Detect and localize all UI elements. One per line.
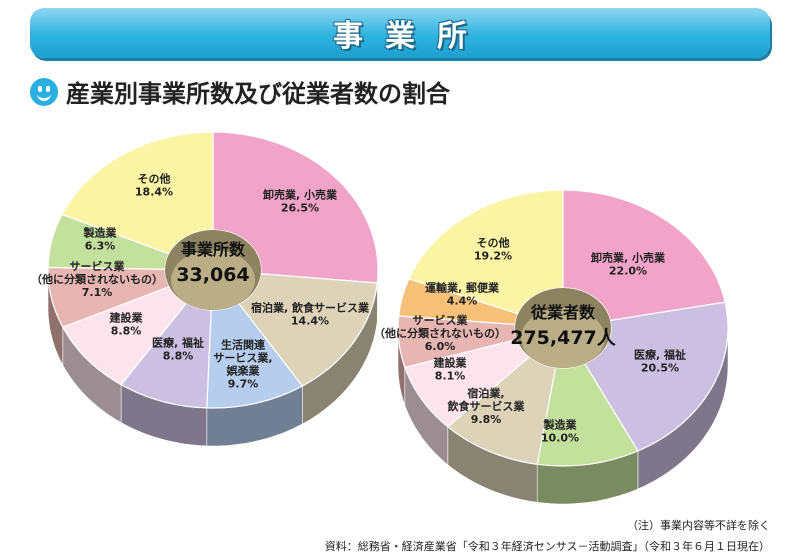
slice-label-3: 製造業 10.0% xyxy=(541,418,579,445)
slice-label-8: その他 19.2% xyxy=(474,236,512,263)
slice-label-2: 宿泊業, 飲食サービス業 14.4% xyxy=(251,301,370,328)
donut-chart-1: 事業所数 33,064 卸売業, 小売業 26.5% 宿泊業, 飲食サービス業 14.4%… xyxy=(31,131,379,447)
slice-label-4: 宿泊業,飲食サービス業 9.8% xyxy=(447,386,526,426)
title-banner: 事業所 xyxy=(30,8,770,58)
donut-chart-2: 従業者数 275,477人 卸売業, 小売業 22.0% 医療, 福祉 20.5% 製造業 1… xyxy=(374,189,729,505)
footnote: （注）事業内容等不詳を除く xyxy=(627,519,770,532)
center-value: 33,064 xyxy=(176,264,249,286)
slice-label-2: 医療, 福祉 20.5% xyxy=(634,348,686,375)
donut-side-walls xyxy=(397,327,729,505)
page-title: 事業所 xyxy=(333,19,489,54)
slice-label-6: サービス業（他に分類されないもの） 7.1% xyxy=(31,259,163,299)
chart-subtitle: 産業別事業所数及び従業者数の割合 xyxy=(66,80,450,108)
source-note: 資料：総務省・経済産業省「令和３年経済センサス－活動調査」（令和３年６月１日現在… xyxy=(324,540,770,553)
slice-label-1: 卸売業, 小売業 22.0% xyxy=(591,251,666,278)
donut-hole-inner xyxy=(171,250,255,310)
slice-label-5: 建設業 8.8% xyxy=(110,311,144,338)
slice-label-3: 生活関連サービス業,娯楽業 9.7% xyxy=(213,338,272,391)
donut-side-walls xyxy=(47,270,379,447)
slice-label-1: 卸売業, 小売業 26.5% xyxy=(263,188,338,215)
slice-label-8: その他 18.4% xyxy=(135,172,173,199)
slice-label-7: 製造業 6.3% xyxy=(83,226,118,253)
slice-label-5: 建設業 8.1% xyxy=(434,356,468,383)
smiley-icon xyxy=(30,77,58,106)
donut-hole-inner xyxy=(521,308,605,368)
slice-label-7: 運輸業, 郵便業 4.4% xyxy=(425,281,500,308)
center-value: 275,477人 xyxy=(510,327,617,349)
center-label: 従業者数 xyxy=(530,303,596,322)
slice-label-6: サービス業（他に分類されないもの） 6.0% xyxy=(374,313,506,353)
center-label: 事業所数 xyxy=(181,240,246,259)
subtitle-row: 産業別事業所数及び従業者数の割合 xyxy=(30,74,450,109)
slice-label-4: 医療, 福祉 8.8% xyxy=(152,336,204,363)
